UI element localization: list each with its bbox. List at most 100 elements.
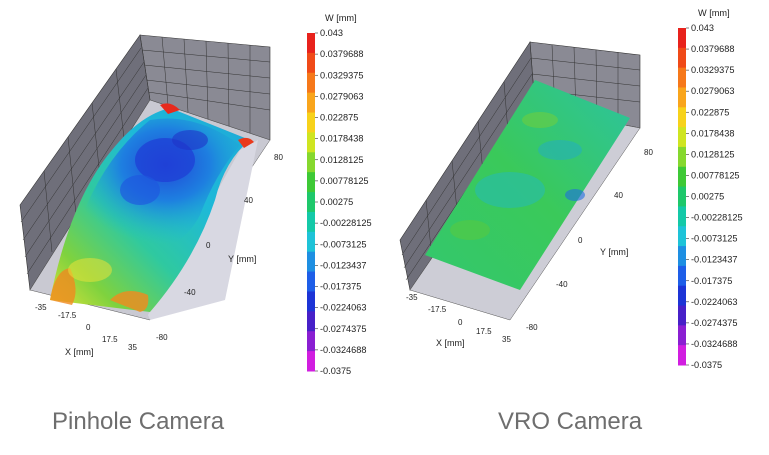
pinhole-colorbar-swatch	[307, 192, 315, 213]
pinhole-colorbar-label: -0.0375	[320, 366, 351, 376]
vro-colorbar-label: -0.0274375	[691, 318, 738, 328]
pinhole-y-tick-1: 80	[274, 153, 283, 162]
vro-colorbar-label: -0.0123437	[691, 255, 738, 265]
vro-colorbar-label: -0.0375	[691, 360, 722, 370]
pinhole-x-tick-4: 17.5	[102, 335, 118, 344]
vro-colorbar-swatch	[678, 186, 686, 207]
pinhole-colorbar-swatch	[307, 211, 315, 233]
pinhole-x-tick-1: -35	[35, 303, 47, 312]
pinhole-colorbar-label: -0.0073125	[320, 239, 367, 249]
vro-colorbar-label: -0.0224063	[691, 297, 738, 307]
vro-x-ticks: -35 -17.5 0 17.5 35	[406, 293, 511, 344]
vro-y-ticks: 80 40 0 -40 -80	[526, 148, 653, 332]
pinhole-x-label: X [mm]	[65, 347, 94, 357]
pinhole-y-tick-4: -40	[184, 288, 196, 297]
pinhole-colorbar-swatch	[307, 271, 315, 292]
pinhole-x-ticks: -35 -17.5 0 17.5 35	[35, 303, 137, 352]
pinhole-colorbar-swatch	[307, 291, 315, 312]
vro-y-tick-3: 0	[578, 236, 583, 245]
vro-colorbar-swatch	[678, 246, 686, 267]
vro-colorbar-label: 0.0379688	[691, 44, 734, 54]
vro-y-tick-1: 80	[644, 148, 653, 157]
vro-colorbar-label: 0.0128125	[691, 149, 734, 159]
pinhole-x-tick-3: 0	[86, 323, 91, 332]
vro-colorbar-label: 0.022875	[691, 107, 729, 117]
pinhole-colorbar-label: 0.0279063	[320, 91, 363, 101]
pinhole-colorbar-title: W [mm]	[325, 13, 357, 23]
pinhole-colorbar-swatch	[307, 311, 315, 332]
pinhole-y-tick-3: 0	[206, 241, 211, 250]
vro-colorbar-label: 0.0329375	[691, 65, 734, 75]
vro-colorbar-swatch	[678, 28, 686, 49]
vro-colorbar-swatch	[678, 127, 686, 148]
vro-colorbar-swatch	[678, 107, 686, 128]
vro-colorbar-swatch	[678, 146, 686, 168]
pinhole-colorbar-swatch	[307, 172, 315, 193]
pinhole-colorbar-swatch	[307, 132, 315, 153]
vro-colorbar-label: 0.043	[691, 23, 714, 33]
vro-y-tick-5: -80	[526, 323, 538, 332]
pinhole-colorbar-label: 0.022875	[320, 113, 358, 123]
vro-colorbar-label: 0.0279063	[691, 86, 734, 96]
vro-colorbar-label: 0.0178438	[691, 128, 734, 138]
vro-colorbar-label: -0.0324688	[691, 339, 738, 349]
vro-colorbar-swatch	[678, 87, 686, 108]
vro-colorbar-label: -0.0073125	[691, 234, 738, 244]
vro-y-tick-2: 40	[614, 191, 623, 200]
vro-x-tick-1: -35	[406, 293, 418, 302]
pinhole-colorbar-label: 0.00275	[320, 197, 353, 207]
pinhole-colorbar-label: 0.0178438	[320, 134, 363, 144]
pinhole-colorbar-label: -0.0274375	[320, 324, 367, 334]
vro-colorbar-label: -0.017375	[691, 276, 732, 286]
pinhole-y-tick-2: 40	[244, 196, 253, 205]
pinhole-colorbar-swatch	[307, 351, 315, 372]
vro-x-tick-3: 0	[458, 318, 463, 327]
pinhole-surface	[50, 103, 254, 312]
vro-colorbar-swatch	[678, 67, 686, 88]
vro-colorbar-label: 0.00275	[691, 192, 724, 202]
pinhole-y-ticks: 80 40 0 -40 -80	[156, 153, 283, 342]
pinhole-colorbar-label: -0.0224063	[320, 303, 367, 313]
pinhole-colorbar-label: 0.043	[320, 28, 343, 38]
pinhole-colorbar-label: 0.00778125	[320, 176, 369, 186]
pinhole-colorbar-label: -0.0123437	[320, 260, 367, 270]
vro-colorbar-swatch	[678, 166, 686, 188]
pinhole-colorbar-swatch	[307, 72, 315, 94]
pinhole-colorbar-swatch	[307, 231, 315, 253]
pinhole-colorbar-label: 0.0379688	[320, 49, 363, 59]
vro-colorbar-swatch	[678, 345, 686, 366]
pinhole-colorbar-label: -0.00228125	[320, 218, 372, 228]
pinhole-colorbar-label: -0.0324688	[320, 345, 367, 355]
pinhole-x-tick-5: 35	[128, 343, 137, 352]
vro-colorbar-swatch	[678, 226, 686, 247]
vro-x-tick-2: -17.5	[428, 305, 447, 314]
vro-x-label: X [mm]	[436, 338, 465, 348]
vro-colorbar-swatch	[678, 47, 686, 69]
vro-x-tick-4: 17.5	[476, 327, 492, 336]
vro-colorbar-label: 0.00778125	[691, 170, 740, 180]
vro-surface	[425, 80, 630, 290]
vro-colorbar-label: -0.00228125	[691, 213, 743, 223]
pinhole-colorbar: W [mm] 0.043 0.0379688 0.0329375 0.0279063 0…	[307, 13, 372, 376]
pinhole-colorbar-swatch	[307, 52, 315, 74]
pinhole-y-label: Y [mm]	[228, 254, 256, 264]
pinhole-colorbar-label: -0.017375	[320, 282, 361, 292]
pinhole-x-tick-2: -17.5	[58, 311, 77, 320]
pinhole-colorbar-swatch	[307, 92, 315, 114]
vro-caption: VRO Camera	[498, 408, 643, 435]
pinhole-colorbar-swatch	[307, 152, 315, 173]
vro-colorbar-swatch	[678, 305, 686, 326]
vro-colorbar-swatch	[678, 265, 686, 287]
vro-colorbar: W [mm] 0.043 0.0379688 0.0329375 0.0279063 0…	[678, 8, 743, 370]
vro-colorbar-swatch	[678, 206, 686, 227]
pinhole-y-tick-5: -80	[156, 333, 168, 342]
vro-x-tick-5: 35	[502, 335, 511, 344]
vro-colorbar-title: W [mm]	[698, 8, 730, 18]
vro-y-label: Y [mm]	[600, 247, 628, 257]
pinhole-colorbar-swatch	[307, 112, 315, 133]
pinhole-colorbar-label: 0.0329375	[320, 70, 363, 80]
pinhole-colorbar-swatch	[307, 331, 315, 352]
pinhole-caption: Pinhole Camera	[52, 408, 225, 435]
vro-colorbar-swatch	[678, 285, 686, 307]
